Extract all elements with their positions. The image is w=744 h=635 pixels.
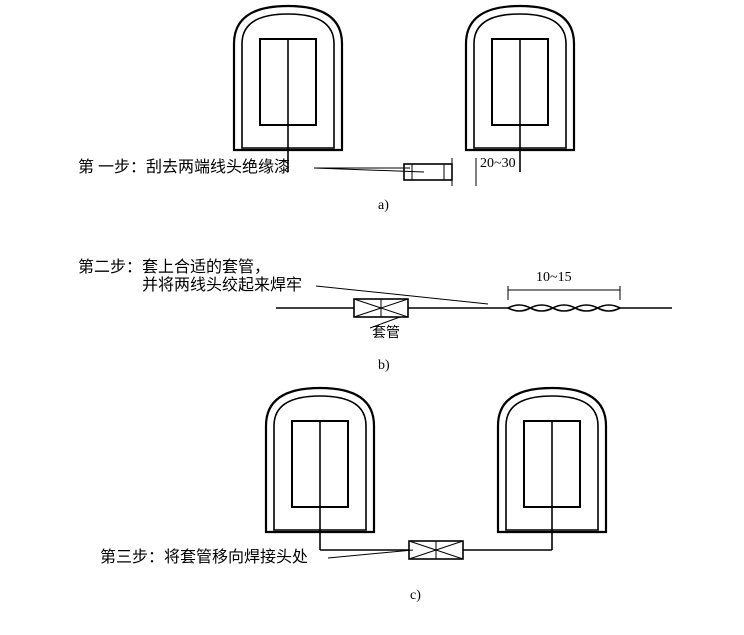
diagram-root: 第 一步：刮去两端线头绝缘漆 20~30 a) 第二步：套上合适的套管， 并将两… <box>0 0 744 635</box>
step2-label-line1: 第二步：套上合适的套管， <box>78 258 270 277</box>
diagram-svg <box>0 0 744 635</box>
caption-a: a) <box>378 198 389 214</box>
dim-a: 20~30 <box>480 156 516 172</box>
caption-c: c) <box>410 588 421 604</box>
step2-label-line2: 并将两线头绞起来焊牢 <box>142 276 302 295</box>
step3-label: 第三步：将套管移向焊接头处 <box>100 548 308 567</box>
caption-b: b) <box>378 358 390 374</box>
sleeve-label: 套管 <box>372 322 400 342</box>
step1-label: 第 一步：刮去两端线头绝缘漆 <box>78 158 290 177</box>
dim-b: 10~15 <box>536 270 572 286</box>
